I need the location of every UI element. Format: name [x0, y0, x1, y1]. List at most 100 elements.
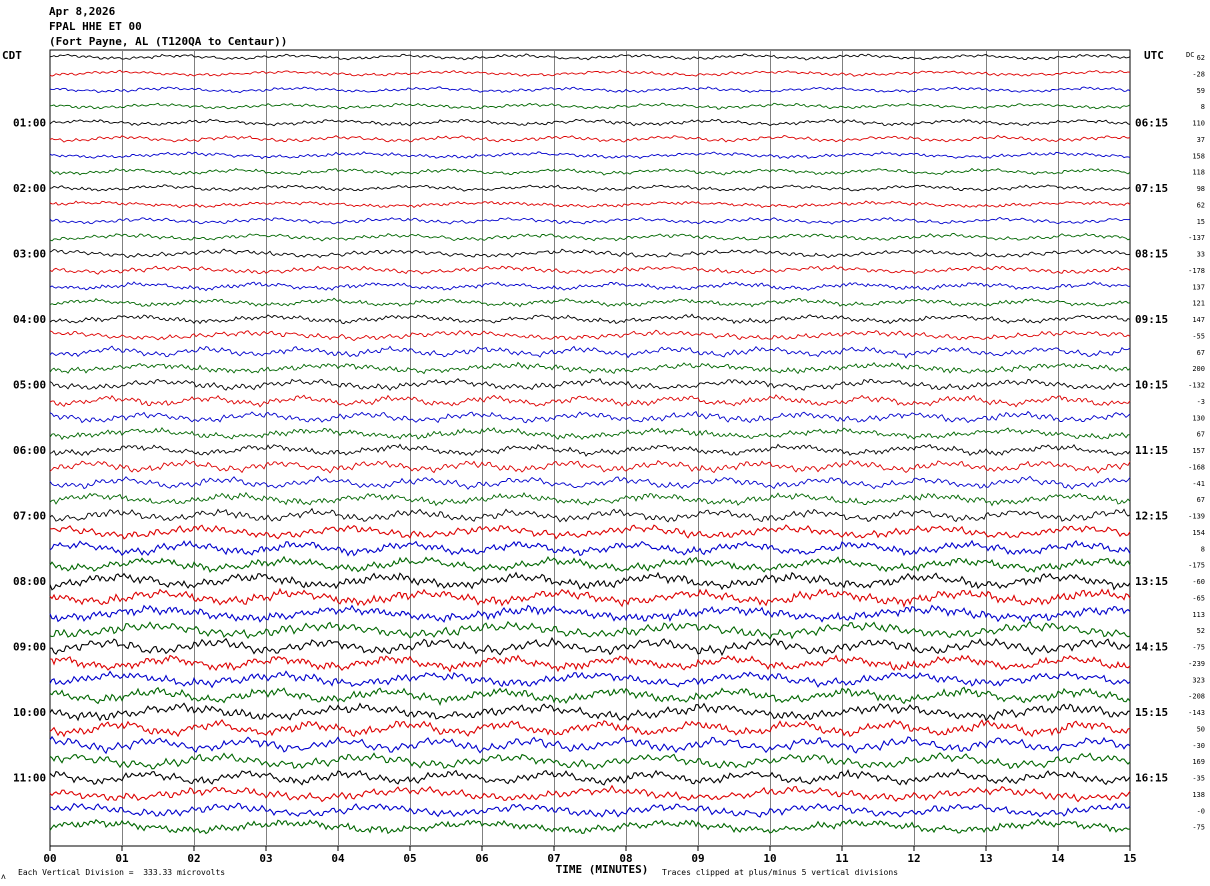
- dc-offset-value: -28: [1192, 70, 1205, 78]
- seismic-trace: [49, 118, 1131, 127]
- seismic-trace: [49, 264, 1131, 275]
- seismic-trace: [49, 587, 1131, 608]
- dc-offset-value: -3: [1197, 398, 1205, 406]
- dc-offset-value: 8: [1201, 103, 1205, 111]
- dc-offset-value: -35: [1192, 775, 1205, 783]
- vertical-scale-note: Each Vertical Division = 333.33 microvol…: [18, 868, 226, 877]
- seismic-trace: [50, 524, 1131, 540]
- dc-offset-value: -139: [1188, 513, 1205, 521]
- seismic-trace: [49, 768, 1131, 786]
- seismic-trace: [49, 686, 1131, 707]
- x-tick-label: 15: [1123, 852, 1136, 865]
- seismic-trace: [49, 232, 1131, 242]
- seismic-trace: [50, 636, 1131, 657]
- dc-offset-value: 158: [1192, 152, 1205, 160]
- seismic-trace: [49, 571, 1131, 591]
- seismic-trace: [49, 151, 1131, 160]
- dc-offset-value: 137: [1192, 283, 1205, 291]
- utc-hour-label: 12:15: [1135, 510, 1168, 523]
- cdt-hour-label: 01:00: [13, 117, 46, 130]
- dc-offset-value: -75: [1192, 824, 1205, 832]
- dc-offset-value: -65: [1192, 594, 1205, 602]
- dc-offset-value: -55: [1192, 332, 1205, 340]
- x-axis-label: TIME (MINUTES): [556, 863, 649, 876]
- dc-offset-value: 157: [1192, 447, 1205, 455]
- utc-hour-label: 07:15: [1135, 182, 1168, 195]
- cdt-hour-label: 08:00: [13, 575, 46, 588]
- seismic-trace: [49, 361, 1131, 375]
- seismic-trace: [49, 475, 1131, 490]
- seismic-trace: [49, 410, 1131, 424]
- x-tick-label: 04: [331, 852, 345, 865]
- seismic-trace: [49, 377, 1131, 391]
- x-tick-label: 11: [835, 852, 849, 865]
- x-tick-label: 01: [115, 852, 129, 865]
- seismic-trace: [49, 426, 1131, 441]
- seismic-trace: [49, 86, 1131, 94]
- dc-offset-value: -132: [1188, 382, 1205, 390]
- utc-hour-label: 16:15: [1135, 772, 1168, 785]
- dc-offset-value: 118: [1192, 169, 1205, 177]
- dc-offset-value: -0: [1197, 807, 1205, 815]
- seismic-trace: [49, 394, 1131, 408]
- dc-offset-value: -208: [1188, 693, 1205, 701]
- dc-offset-value: 130: [1192, 414, 1205, 422]
- x-tick-label: 14: [1051, 852, 1065, 865]
- dc-offset-value: 62: [1197, 54, 1205, 62]
- seismic-trace: [49, 329, 1131, 342]
- seismic-trace: [49, 134, 1131, 143]
- utc-hour-label: 08:15: [1135, 248, 1168, 261]
- station-code: FPAL HHE ET 00: [49, 20, 142, 33]
- seismic-trace: [49, 491, 1131, 507]
- dc-offset-value: 59: [1197, 87, 1205, 95]
- dc-offset-value: 98: [1197, 185, 1205, 193]
- seismic-trace: [49, 802, 1131, 818]
- seismic-trace: [49, 102, 1131, 110]
- dc-offset-value: -60: [1192, 578, 1205, 586]
- seismic-trace: [49, 507, 1131, 523]
- seismic-trace: [49, 200, 1131, 209]
- dc-offset-value: -168: [1188, 463, 1205, 471]
- x-tick-label: 08: [619, 852, 632, 865]
- seismic-trace: [49, 297, 1131, 308]
- dc-offset-value: -41: [1192, 480, 1205, 488]
- dc-offset-value: 147: [1192, 316, 1205, 324]
- dc-offset-value: 67: [1197, 431, 1205, 439]
- utc-hour-label: 15:15: [1135, 706, 1168, 719]
- seismic-trace: [49, 620, 1131, 640]
- dc-offset-value: 113: [1192, 611, 1205, 619]
- dc-offset-value: 138: [1192, 791, 1205, 799]
- dc-offset-value: 8: [1201, 545, 1205, 553]
- dc-offset-value: 67: [1197, 496, 1205, 504]
- dc-offset-value: -175: [1188, 562, 1205, 570]
- dc-offset-value: 121: [1192, 300, 1205, 308]
- dc-offset-value: 33: [1197, 251, 1205, 259]
- plot-frame: [49, 49, 1131, 847]
- plot-date: Apr 8,2026: [49, 5, 116, 18]
- seismic-trace: [49, 818, 1131, 835]
- cdt-hour-label: 04:00: [13, 313, 46, 326]
- dc-offset-value: 154: [1192, 529, 1205, 537]
- seismic-trace: [49, 539, 1131, 557]
- dc-offset-value: 169: [1192, 758, 1205, 766]
- x-tick-label: 12: [907, 852, 920, 865]
- dc-offset-value: 37: [1197, 136, 1205, 144]
- dc-offset-value: -75: [1192, 644, 1205, 652]
- x-tick-label: 02: [187, 852, 200, 865]
- seismic-trace: [49, 443, 1131, 457]
- dc-offset-value: 15: [1197, 218, 1205, 226]
- utc-hour-label: 06:15: [1135, 117, 1168, 130]
- seismic-trace: [49, 53, 1131, 61]
- dc-offset-value: 52: [1197, 627, 1205, 635]
- right-timezone-label: UTC: [1144, 49, 1164, 62]
- cdt-hour-label: 06:00: [13, 444, 46, 457]
- x-tick-label: 07: [547, 852, 560, 865]
- dc-offset-value: 67: [1197, 349, 1205, 357]
- dc-header-label: DC: [1186, 51, 1194, 59]
- dc-offset-value: 50: [1197, 725, 1205, 733]
- dc-offset-value: 110: [1192, 120, 1205, 128]
- seismic-trace: [49, 216, 1131, 225]
- cdt-hour-label: 07:00: [13, 510, 46, 523]
- x-tick-label: 00: [43, 852, 56, 865]
